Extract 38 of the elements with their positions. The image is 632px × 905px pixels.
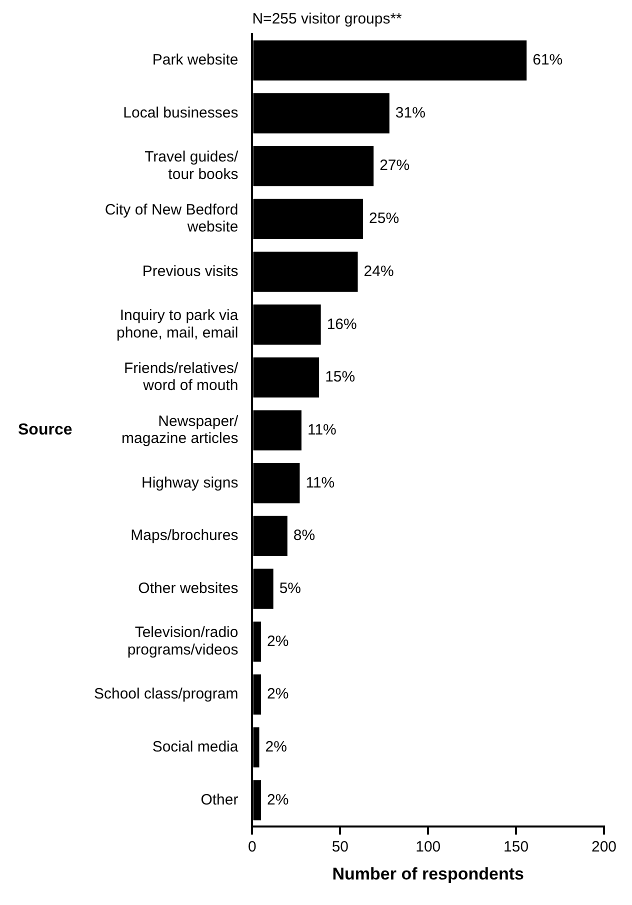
y-axis-title: Source [18, 422, 72, 439]
y-tick-label: Other [200, 791, 238, 808]
x-tick-label: 150 [504, 838, 529, 856]
y-tick-label: Travel guides/ tour books [144, 148, 240, 183]
y-tick-label: Highway signs [142, 474, 238, 492]
annotation: 5% [279, 580, 302, 597]
x-tick-label: 200 [591, 838, 617, 856]
y-tick-label: Social media [152, 738, 239, 756]
annotation: 61% [532, 52, 563, 69]
annotation: 2% [265, 738, 287, 756]
y-tick-label: School class/program [94, 686, 238, 703]
y-tick-label: Other websites [138, 580, 238, 597]
annotation: 2% [267, 791, 289, 808]
annotation: 31% [395, 104, 426, 122]
annotation: 8% [293, 527, 316, 544]
x-tick-label: 50 [332, 838, 349, 856]
annotation: 24% [364, 262, 394, 280]
y-tick-label: Local businesses [123, 104, 238, 122]
y-tick-label: Previous visits [142, 262, 238, 280]
annotation: 15% [325, 368, 356, 386]
annotation: 2% [267, 686, 289, 703]
y-tick-label: Park website [152, 52, 238, 69]
annotation: 27% [380, 157, 410, 174]
annotation: 2% [267, 632, 289, 650]
y-tick-label: Inquiry to park via phone, mail, email [116, 307, 239, 342]
y-tick-label: Newspaper/ magazine articles [122, 412, 240, 448]
y-tick-label: Television/radio programs/videos [127, 624, 238, 658]
y-tick-label: Maps/brochures [130, 527, 238, 544]
x-tick-label: 0 [248, 838, 256, 856]
annotation: 16% [326, 316, 357, 333]
y-tick-label: Friends/relatives/ word of mouth [124, 360, 240, 394]
x-tick-label: 100 [416, 838, 441, 856]
annotation: 25% [369, 210, 400, 228]
chart-title: N=255 visitor groups** [252, 10, 402, 28]
annotation: 11% [306, 474, 335, 492]
x-axis-title: Number of respondents [332, 864, 524, 884]
annotation: 11% [307, 421, 336, 438]
y-tick-label: City of New Bedford website [104, 201, 238, 236]
